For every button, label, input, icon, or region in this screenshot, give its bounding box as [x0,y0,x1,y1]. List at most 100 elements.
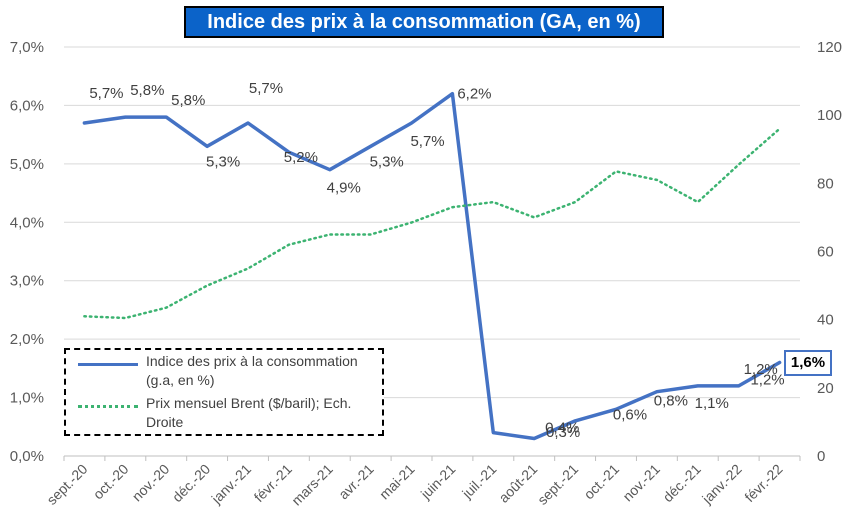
data-label: 6,2% [457,86,491,103]
legend-label-brent-line1: Prix mensuel Brent ($/baril); Ech. [146,395,352,411]
x-tick-label: mars-21 [288,461,336,509]
x-tick-label: août-21 [495,461,540,506]
y-left-tick-label: 6,0% [10,97,44,114]
legend-label-cpi-line2: (g.a, en %) [146,372,215,388]
data-label: 5,7% [410,133,444,150]
x-tick-label: oct.-21 [581,461,623,503]
axes: 0,0% 1,0% 2,0% 3,0% 4,0% 5,0% 6,0% 7,0% 0 20 40 60 8… [10,39,842,508]
y-left-tick-label: 3,0% [10,273,44,290]
data-point-cpi [411,122,413,124]
data-point-cpi [370,145,372,147]
data-point-cpi [451,93,453,95]
data-label: 1,2% [750,372,784,389]
data-label: 5,8% [171,92,205,109]
data-point-brent [165,307,167,309]
legend-item-cpi: Indice des prix à la consommation (g.a, … [66,352,382,392]
data-point-cpi [697,385,699,387]
data-point-cpi [779,362,781,364]
x-tick-label: nov.-20 [129,461,173,505]
y-right-tick-label: 60 [817,244,834,261]
y-right-tick-label: 0 [817,448,825,465]
data-label: 1,2% [744,361,778,378]
data-point-cpi [83,122,85,124]
legend-label-cpi-line1: Indice des prix à la consommation [146,353,358,369]
last-value-label: 1,6% [784,350,832,376]
data-label: 0,3% [546,424,580,441]
data-point-cpi [247,122,249,124]
data-point-cpi [206,145,208,147]
chart-title: Indice des prix à la consommation (GA, e… [184,6,664,38]
x-tick-label: nov.-21 [619,461,663,505]
legend-item-brent: Prix mensuel Brent ($/baril); Ech. Droit… [66,394,382,434]
x-tick-label: avr.-21 [335,461,377,503]
data-point-brent [492,201,494,203]
x-tick-label: oct.-20 [90,461,132,503]
data-point-brent [656,179,658,181]
data-point-brent [83,315,85,317]
data-point-brent [574,201,576,203]
x-tick-label: févr.-22 [741,461,785,505]
data-label: 4,9% [327,180,361,197]
y-right-tick-label: 100 [817,107,842,124]
data-label: 0,6% [613,406,647,423]
data-point-cpi [492,432,494,434]
legend: Indice des prix à la consommation (g.a, … [64,348,384,436]
data-label: 5,8% [130,82,164,99]
y-left-tick-label: 5,0% [10,156,44,173]
series-lines [82,91,782,441]
data-point-brent [451,206,453,208]
data-point-brent [411,222,413,224]
series-line-brent [83,127,781,320]
x-tick-label: déc.-20 [169,461,213,505]
x-tick-label: janv.-21 [208,461,255,508]
y-left-tick-label: 2,0% [10,331,44,348]
series-line-cpi [82,91,782,441]
data-point-cpi [738,385,740,387]
data-label: 5,3% [206,153,240,170]
y-left-tick-label: 4,0% [10,214,44,231]
y-right-tick-label: 20 [817,380,834,397]
legend-label-brent-line2: Droite [146,414,184,430]
legend-label-cpi: Indice des prix à la consommation (g.a, … [146,352,376,390]
data-labels: 5,7% 5,8% 5,8% 5,3% 5,7% 5,2% 4,9% 5,3% 5,7% 6,2%… [89,80,784,441]
data-point-cpi [329,169,331,171]
x-tick-label: déc.-21 [660,461,704,505]
data-point-cpi [533,437,535,439]
gridlines [64,46,800,399]
data-label: 1,1% [695,395,729,412]
data-point-brent [329,233,331,235]
data-point-cpi [165,116,167,118]
data-point-brent [288,244,290,246]
y-left-tick-label: 0,0% [10,448,44,465]
legend-swatch-cpi [78,363,138,366]
y-left-tick-label: 1,0% [10,390,44,407]
x-tick-label: juin-21 [417,461,459,503]
data-point-cpi [124,116,126,118]
data-point-brent [247,268,249,270]
data-point-brent [206,285,208,287]
data-label: 0,8% [654,393,688,410]
x-tick-label: juil.-21 [458,461,499,502]
legend-label-brent: Prix mensuel Brent ($/baril); Ech. Droit… [146,394,376,432]
legend-swatch-brent [78,405,138,408]
data-label: 5,7% [89,85,123,102]
y-left-tick-label: 7,0% [10,39,44,56]
data-point-brent [779,128,781,130]
data-point-brent [697,201,699,203]
y-right-tick-label: 80 [817,175,834,192]
y-right-tick-label: 40 [817,312,834,329]
data-label: 5,2% [284,149,318,166]
x-tick-label: janv.-22 [698,461,745,508]
x-tick-label: sept.-21 [534,461,581,508]
data-label: 5,7% [249,80,283,97]
data-point-brent [533,216,535,218]
data-point-brent [738,164,740,166]
x-tick-label: sept.-20 [43,461,90,508]
data-point-brent [370,233,372,235]
data-point-brent [615,170,617,172]
data-point-brent [124,317,126,319]
y-right-tick-label: 120 [817,39,842,56]
data-label: 0,4% [545,419,579,436]
data-label: 5,3% [370,153,404,170]
